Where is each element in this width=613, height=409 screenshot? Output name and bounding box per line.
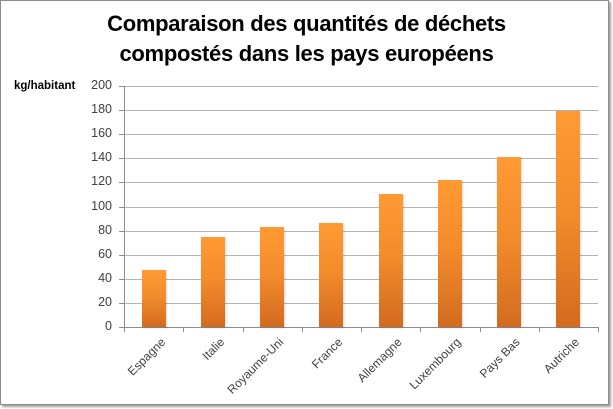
y-axis-label: kg/habitant <box>14 80 76 92</box>
y-tick <box>119 86 124 87</box>
x-tick-label: Pays Bas <box>476 335 523 381</box>
chart-title-line-2: compostés dans les pays européens <box>119 41 494 66</box>
x-tick <box>420 327 421 332</box>
y-tick-label: 120 <box>91 174 112 188</box>
gridline <box>124 134 598 135</box>
y-tick <box>119 182 124 183</box>
y-tick-label: 0 <box>105 319 112 333</box>
bar-italie <box>201 237 225 327</box>
x-tick <box>243 327 244 332</box>
chart-title: Comparaison des quantités de déchets com… <box>0 9 613 69</box>
bar-autriche <box>556 111 580 327</box>
x-tick-label: Italie <box>199 335 228 363</box>
gridline <box>124 279 598 280</box>
y-axis <box>124 86 125 332</box>
y-tick-label: 200 <box>91 78 112 92</box>
y-tick-label: 40 <box>98 271 112 285</box>
gridline <box>124 86 598 87</box>
bar-royaume-uni <box>260 227 284 327</box>
gridline <box>124 303 598 304</box>
y-tick-label: 140 <box>91 150 112 164</box>
x-tick-label: Autriche <box>540 335 582 377</box>
x-tick-label: Luxembourg <box>406 335 464 393</box>
bar-allemagne <box>379 194 403 327</box>
y-tick <box>119 207 124 208</box>
y-tick-label: 160 <box>91 126 112 140</box>
x-tick <box>302 327 303 332</box>
y-tick <box>119 134 124 135</box>
y-tick <box>119 158 124 159</box>
y-tick <box>119 255 124 256</box>
x-tick <box>183 327 184 332</box>
x-tick <box>361 327 362 332</box>
x-tick-label: Espagne <box>124 335 169 379</box>
y-tick <box>119 279 124 280</box>
gridline <box>124 255 598 256</box>
bar-pays-bas <box>497 157 521 327</box>
bar-espagne <box>142 270 166 327</box>
bar-luxembourg <box>438 180 462 327</box>
gridline <box>124 110 598 111</box>
y-tick-label: 100 <box>91 199 112 213</box>
gridline <box>124 158 598 159</box>
x-tick-label: Royaume-Uni <box>224 335 287 397</box>
x-tick-label: Allemagne <box>354 335 405 385</box>
chart-title-line-1: Comparaison des quantités de déchets <box>107 11 506 36</box>
y-tick <box>119 327 124 328</box>
y-tick-label: 180 <box>91 102 112 116</box>
x-tick <box>539 327 540 332</box>
y-tick <box>119 303 124 304</box>
gridline <box>124 207 598 208</box>
y-tick-label: 60 <box>98 247 112 261</box>
x-tick <box>480 327 481 332</box>
y-tick <box>119 110 124 111</box>
x-tick <box>124 327 125 332</box>
gridline <box>124 231 598 232</box>
x-tick-label: France <box>308 335 346 372</box>
y-tick-label: 20 <box>98 295 112 309</box>
x-tick <box>598 327 599 332</box>
y-tick-label: 80 <box>98 223 112 237</box>
gridline <box>124 182 598 183</box>
y-tick <box>119 231 124 232</box>
bar-france <box>319 223 343 327</box>
